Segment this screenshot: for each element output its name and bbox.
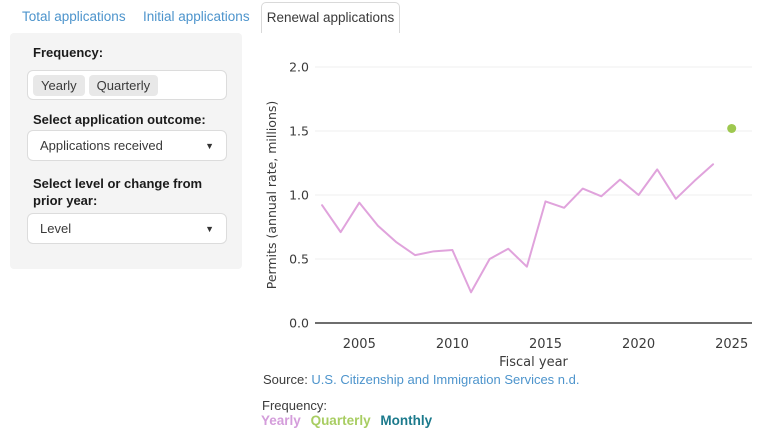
y-tick-label: 1.0 (289, 188, 309, 203)
frequency-option-yearly[interactable]: Yearly (33, 74, 85, 96)
x-tick-label: 2015 (529, 337, 562, 352)
frequency-option-quarterly[interactable]: Quarterly (88, 74, 159, 96)
filter-sidebar: Frequency: Yearly Quarterly Select appli… (10, 33, 242, 269)
tab-total-applications[interactable]: Total applications (22, 9, 126, 24)
level-select[interactable]: Level ▼ (27, 213, 227, 244)
x-tick-label: 2005 (343, 337, 376, 352)
outcome-select-value: Applications received (40, 138, 163, 153)
outcome-select[interactable]: Applications received ▼ (27, 130, 227, 161)
chevron-down-icon: ▼ (205, 223, 214, 234)
y-tick-label: 0.0 (289, 316, 309, 331)
level-select-value: Level (40, 221, 72, 236)
tab-renewal-applications[interactable]: Renewal applications (261, 2, 400, 33)
frequency-label: Frequency: (33, 45, 104, 60)
x-tick-label: 2020 (622, 337, 655, 352)
legend-item-monthly[interactable]: Monthly (380, 413, 433, 428)
outcome-label: Select application outcome: (33, 112, 206, 127)
x-axis-title: Fiscal year (499, 355, 568, 370)
source-line: Source: U.S. Citizenship and Immigration… (263, 372, 579, 387)
y-tick-label: 0.5 (289, 252, 309, 267)
tab-bar: Total applications Initial applications … (0, 0, 768, 33)
frequency-legend: Yearly Quarterly Monthly (261, 413, 438, 428)
x-tick-label: 2025 (715, 337, 748, 352)
legend-item-quarterly[interactable]: Quarterly (310, 413, 371, 428)
source-link[interactable]: U.S. Citizenship and Immigration Service… (311, 372, 580, 387)
level-label: Select level or change from prior year: (33, 176, 203, 208)
quarterly-series-point (727, 123, 737, 133)
y-axis-title: Permits (annual rate, millions) (264, 101, 279, 290)
frequency-toggle[interactable]: Yearly Quarterly (27, 70, 227, 100)
x-tick-label: 2010 (436, 337, 469, 352)
legend-item-yearly[interactable]: Yearly (261, 413, 301, 428)
tab-label: Renewal applications (266, 10, 395, 25)
yearly-series-line (321, 163, 715, 294)
y-tick-label: 2.0 (289, 60, 309, 75)
y-tick-label: 1.5 (289, 124, 309, 139)
frequency-legend-label: Frequency: (262, 398, 328, 413)
tab-initial-applications[interactable]: Initial applications (143, 9, 250, 24)
chevron-down-icon: ▼ (205, 140, 214, 151)
source-prefix: Source: (263, 372, 312, 387)
